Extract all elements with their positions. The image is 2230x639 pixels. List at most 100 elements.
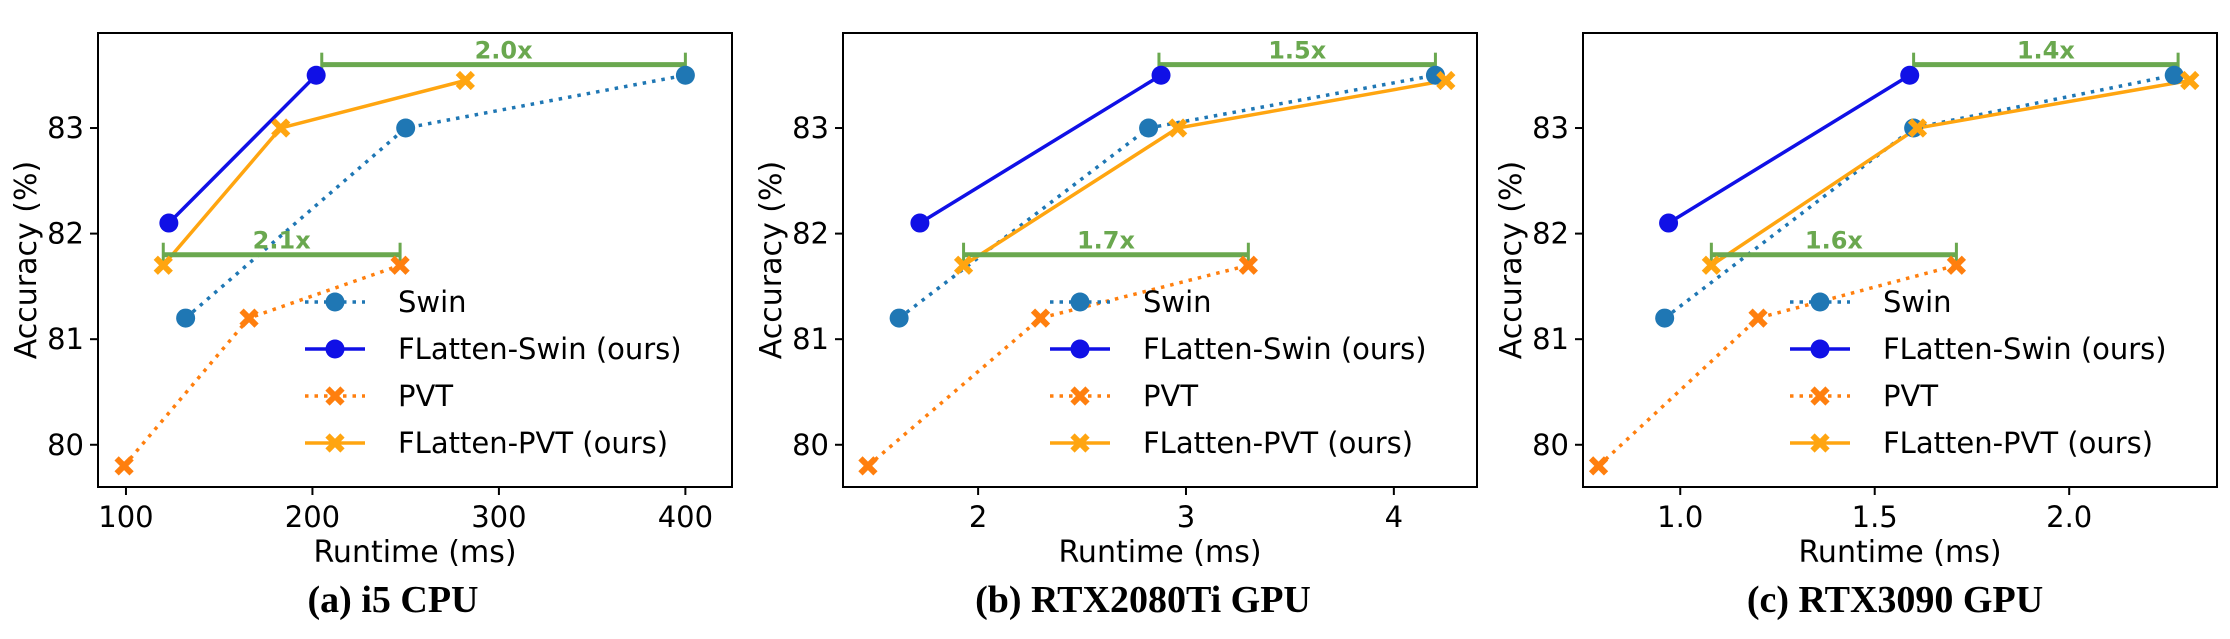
speedup-label: 2.1x — [253, 227, 312, 255]
flatten-pvt-point — [455, 70, 475, 91]
flatten-swin-point — [1151, 65, 1171, 85]
y-axis-label: Accuracy (%) — [754, 161, 789, 359]
x-tick-label: 1.5 — [1852, 500, 1898, 534]
x-axis-label: Runtime (ms) — [1058, 535, 1261, 570]
flatten-pvt-point — [1436, 70, 1456, 91]
legend-marker-pvt — [325, 386, 345, 406]
y-tick-label: 80 — [792, 428, 829, 462]
legend-label-pvt: PVT — [1143, 379, 1198, 413]
x-tick-label: 2 — [969, 500, 987, 534]
legend-label-pvt: PVT — [1883, 379, 1938, 413]
legend-marker-pvt — [1070, 386, 1090, 406]
pvt-point — [1748, 308, 1768, 328]
y-tick-label: 83 — [792, 111, 829, 145]
legend-label-flatten-pvt: FLatten-PVT (ours) — [1143, 426, 1413, 460]
flatten-swin-series-line — [918, 73, 1162, 225]
legend-marker-flatten-swin — [1810, 339, 1830, 359]
x-tick-label: 300 — [471, 500, 526, 534]
caption-a: (a) i5 CPU — [307, 579, 479, 621]
y-tick-label: 82 — [47, 217, 84, 251]
legend-marker-flatten-swin — [1070, 339, 1090, 359]
flatten-swin-point — [1900, 65, 1920, 85]
pvt-series-line — [1597, 263, 1957, 468]
swin-point — [396, 118, 416, 138]
plot-frame — [97, 32, 733, 488]
legend-marker-flatten-swin — [325, 339, 345, 359]
legend-label-flatten-pvt: FLatten-PVT (ours) — [1883, 426, 2153, 460]
pvt-point — [1588, 456, 1609, 476]
y-tick-label: 83 — [1532, 111, 1569, 145]
flatten-swin-series-line — [1667, 73, 1911, 225]
flatten-pvt-point — [153, 255, 173, 275]
x-tick-label: 2.0 — [2046, 500, 2092, 534]
legend-marker-swin — [1810, 292, 1830, 312]
x-tick-label: 4 — [1385, 500, 1403, 534]
y-axis-label: Accuracy (%) — [1494, 161, 1529, 359]
y-tick-label: 81 — [47, 322, 84, 356]
x-tick-label: 3 — [1177, 500, 1195, 534]
y-axis-label: Accuracy (%) — [9, 161, 44, 359]
flatten-pvt-point — [271, 118, 291, 138]
swin-point — [1139, 118, 1159, 138]
y-tick-label: 82 — [1532, 217, 1569, 251]
pvt-point — [1238, 255, 1258, 275]
legend-marker-swin — [325, 292, 345, 312]
x-tick-label: 100 — [98, 500, 153, 534]
legend-label-flatten-swin: FLatten-Swin (ours) — [398, 332, 682, 366]
legend-marker-flatten-pvt — [1070, 433, 1090, 453]
legend-marker-flatten-pvt — [1810, 433, 1830, 453]
legend-marker-flatten-pvt — [325, 433, 345, 453]
flatten-pvt-point — [1168, 118, 1188, 138]
legend-label-swin: Swin — [398, 285, 467, 319]
x-axis-label: Runtime (ms) — [313, 535, 516, 570]
y-tick-label: 83 — [47, 111, 84, 145]
pvt-point — [858, 456, 878, 476]
plot-frame — [842, 32, 1478, 488]
y-tick-label: 82 — [792, 217, 829, 251]
swin-point — [675, 65, 695, 85]
flatten-pvt-series-line — [1710, 78, 2191, 267]
flatten-pvt-point — [2180, 70, 2200, 91]
legend-label-pvt: PVT — [398, 379, 453, 413]
legend-label-swin: Swin — [1883, 285, 1952, 319]
y-tick-label: 81 — [1532, 322, 1569, 356]
legend-marker-pvt — [1810, 386, 1830, 406]
speedup-label: 1.7x — [1077, 227, 1136, 255]
swin-point — [1425, 65, 1445, 85]
speedup-label: 2.0x — [475, 37, 534, 65]
x-axis-label: Runtime (ms) — [1798, 535, 2001, 570]
pvt-point — [390, 255, 410, 275]
flatten-pvt-point — [1701, 255, 1721, 275]
y-tick-label: 80 — [47, 428, 84, 462]
flatten-swin-point — [159, 213, 179, 233]
flatten-swin-point — [1659, 213, 1679, 233]
legend-label-flatten-swin: FLatten-Swin (ours) — [1883, 332, 2167, 366]
swin-point — [176, 308, 196, 328]
flatten-swin-point — [910, 213, 930, 233]
speedup-label: 1.5x — [1268, 37, 1327, 65]
swin-series-line — [1663, 73, 2175, 320]
swin-point — [1655, 308, 1675, 328]
pvt-point — [239, 308, 259, 328]
pvt-point — [1030, 308, 1051, 328]
flatten-pvt-point — [1907, 118, 1928, 138]
flatten-swin-point — [306, 65, 326, 85]
x-tick-label: 1.0 — [1657, 500, 1703, 534]
y-tick-label: 81 — [792, 322, 829, 356]
legend-label-flatten-pvt: FLatten-PVT (ours) — [398, 426, 668, 460]
plot-frame — [1582, 32, 2218, 488]
caption-b: (b) RTX2080Ti GPU — [975, 579, 1311, 621]
legend-marker-swin — [1070, 292, 1090, 312]
caption-c: (c) RTX3090 GPU — [1746, 579, 2044, 621]
pvt-point — [1946, 255, 1967, 275]
legend-label-flatten-swin: FLatten-Swin (ours) — [1143, 332, 1427, 366]
swin-point — [889, 308, 909, 328]
x-tick-label: 400 — [658, 500, 713, 534]
speedup-label: 1.4x — [2017, 37, 2076, 65]
flatten-swin-series-line — [167, 73, 318, 225]
x-tick-label: 200 — [285, 500, 340, 534]
